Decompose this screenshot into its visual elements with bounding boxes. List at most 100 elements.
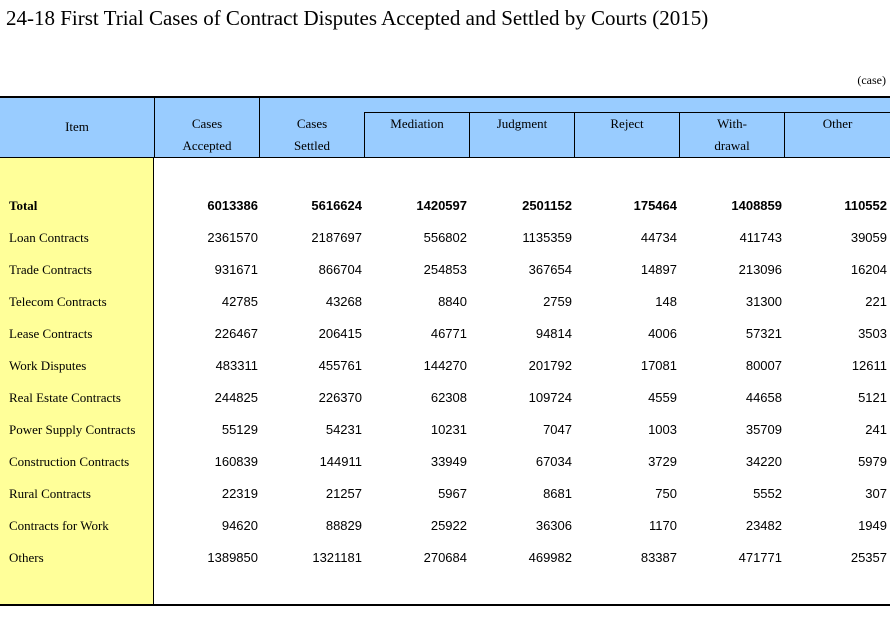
- table-cell: 1321181: [312, 550, 362, 565]
- table-cell: 206415: [318, 326, 362, 341]
- table-cell: 5979: [858, 454, 887, 469]
- header-divider: [679, 112, 680, 158]
- row-label: Telecom Contracts: [9, 294, 107, 309]
- table-cell: 201792: [528, 358, 572, 373]
- table-cell: 80007: [745, 358, 782, 373]
- row-label: Total: [9, 198, 38, 213]
- table-row: Trade Contracts 931671 866704 254853 367654 1…: [0, 254, 890, 286]
- table-cell: 46771: [430, 326, 467, 341]
- table-cell: 241: [865, 422, 887, 437]
- table-cell: 17081: [640, 358, 677, 373]
- header-divider: [784, 112, 785, 158]
- table-cell: 144911: [319, 454, 362, 469]
- table-cell: 1389850: [207, 550, 258, 565]
- table-cell: 1408859: [731, 198, 782, 213]
- row-label-column: [0, 158, 154, 604]
- table-cell: 5616624: [311, 198, 362, 213]
- table-cell: 469982: [528, 550, 572, 565]
- row-label: Power Supply Contracts: [9, 422, 136, 437]
- table-row: Loan Contracts 2361570 2187697 556802 113535…: [0, 222, 890, 254]
- table-row: Contracts for Work 94620 88829 25922 36306 11…: [0, 510, 890, 542]
- header-divider: [364, 112, 365, 158]
- table-cell: 44658: [745, 390, 782, 405]
- header-divider: [469, 112, 470, 158]
- table-cell: 25357: [850, 550, 887, 565]
- table-row: Work Disputes 483311 455761 144270 201792 170…: [0, 350, 890, 382]
- table-cell: 62308: [430, 390, 467, 405]
- table-cell: 23482: [745, 518, 782, 533]
- table-cell: 5967: [438, 486, 467, 501]
- table-cell: 221: [865, 294, 887, 309]
- row-label: Real Estate Contracts: [9, 390, 121, 405]
- table-cell: 556802: [423, 230, 467, 245]
- header-cases-settled: Cases Settled: [260, 113, 364, 157]
- header-cases-accepted-line2: Accepted: [182, 138, 232, 153]
- table-cell: 39059: [850, 230, 887, 245]
- table-cell: 35709: [745, 422, 782, 437]
- header-cases-accepted: Cases Accepted: [155, 113, 259, 157]
- table-cell: 4006: [648, 326, 677, 341]
- table-cell: 21257: [325, 486, 362, 501]
- table-cell: 12611: [851, 358, 887, 373]
- header-divider: [154, 98, 155, 158]
- table-cell: 42785: [221, 294, 258, 309]
- header-mediation: Mediation: [390, 116, 444, 131]
- header-judgment: Judgment: [496, 116, 548, 131]
- table-cell: 270684: [423, 550, 467, 565]
- table-cell: 8681: [543, 486, 572, 501]
- header-other: Other: [822, 116, 853, 131]
- header-withdrawal-line2: drawal: [714, 138, 750, 153]
- table-cell: 94814: [535, 326, 572, 341]
- header-cases-accepted-line1: Cases: [191, 116, 223, 131]
- table-cell: 33949: [430, 454, 467, 469]
- table-cell: 148: [655, 294, 677, 309]
- row-label: Others: [9, 550, 44, 565]
- table-cell: 866704: [318, 262, 362, 277]
- header-subrule: [364, 112, 890, 113]
- table-cell: 44734: [640, 230, 677, 245]
- table-header: Item Cases Accepted Cases Settled Mediat…: [0, 96, 890, 158]
- table-cell: 2759: [543, 294, 572, 309]
- row-label: Trade Contracts: [9, 262, 92, 277]
- table-row: Lease Contracts 226467 206415 46771 94814 400…: [0, 318, 890, 350]
- table-cell: 160839: [214, 454, 258, 469]
- table-cell: 5121: [858, 390, 887, 405]
- table-cell: 43268: [325, 294, 362, 309]
- table-cell: 307: [865, 486, 887, 501]
- table-cell: 254853: [423, 262, 467, 277]
- table-cell: 1420597: [416, 198, 467, 213]
- table-cell: 175464: [633, 198, 677, 213]
- table-row: Real Estate Contracts 244825 226370 62308 10…: [0, 382, 890, 414]
- table-cell: 10231: [430, 422, 467, 437]
- row-label: Contracts for Work: [9, 518, 109, 533]
- header-divider: [574, 112, 575, 158]
- table-row: Telecom Contracts 42785 43268 8840 2759 148 31…: [0, 286, 890, 318]
- table-cell: 54231: [325, 422, 362, 437]
- table-cell: 1135359: [522, 230, 572, 245]
- table-cell: 88829: [325, 518, 362, 533]
- table-cell: 8840: [438, 294, 467, 309]
- header-item: Item: [65, 119, 89, 134]
- table-cell: 483311: [215, 358, 258, 373]
- table-cell: 1170: [649, 518, 677, 533]
- row-label: Lease Contracts: [9, 326, 93, 341]
- table-cell: 31300: [745, 294, 782, 309]
- table-cell: 411743: [739, 230, 782, 245]
- table-cell: 4559: [648, 390, 677, 405]
- table-cell: 1003: [648, 422, 677, 437]
- table-cell: 109724: [528, 390, 572, 405]
- table-cell: 750: [655, 486, 677, 501]
- table-cell: 14897: [640, 262, 677, 277]
- table-cell: 83387: [640, 550, 677, 565]
- table-cell: 471771: [738, 550, 782, 565]
- table-cell: 144270: [423, 358, 467, 373]
- table-cell: 455761: [318, 358, 362, 373]
- header-cases-settled-line2: Settled: [293, 138, 331, 153]
- table-row: Others 1389850 1321181 270684 469982 83387 471…: [0, 542, 890, 574]
- table-row: Rural Contracts 22319 21257 5967 8681 750 5552…: [0, 478, 890, 510]
- table-cell: 34220: [745, 454, 782, 469]
- header-cases-settled-line1: Cases: [296, 116, 328, 131]
- table-cell: 226370: [318, 390, 362, 405]
- table-cell: 213096: [738, 262, 782, 277]
- table-cell: 367654: [528, 262, 572, 277]
